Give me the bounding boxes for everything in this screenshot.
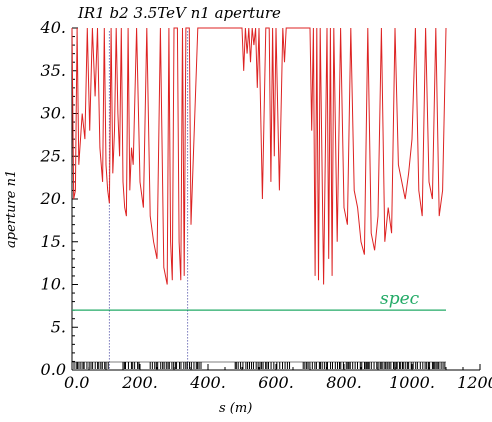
x-tick-label: 0.0 — [64, 373, 89, 392]
y-tick-label: 30. — [41, 104, 66, 123]
y-tick-label: 35. — [41, 61, 66, 80]
chart-title: IR1 b2 3.5TeV n1 aperture — [77, 4, 281, 22]
element-ticks — [71, 361, 446, 369]
spec-label: spec — [380, 289, 420, 309]
x-tick-label: 800. — [326, 373, 362, 392]
y-tick-label: 15. — [41, 232, 66, 251]
x-tick-label: 1200. — [457, 373, 492, 392]
y-tick-label: 10. — [41, 275, 66, 294]
x-tick-label: 600. — [258, 373, 294, 392]
annotations: spec — [380, 289, 420, 309]
y-tick-label: 25. — [40, 146, 66, 165]
x-tick-label: 200. — [121, 373, 158, 392]
y-tick-label: 5. — [51, 317, 66, 336]
y-tick-label: 40. — [40, 18, 66, 37]
x-ticks: 0.0 200. 400. 600. 800. 1000. 1200. — [64, 364, 492, 392]
marker-lines — [108, 31, 189, 370]
y-ticks: 0.0 5. 10. 15. 20. 25. 30. 35. 40. — [40, 18, 78, 379]
y-tick-label: 20. — [40, 189, 66, 208]
x-tick-label: 400. — [189, 373, 226, 392]
plot-frame — [71, 28, 480, 371]
aperture-line — [71, 27, 447, 285]
x-axis-label: s (m) — [219, 401, 252, 416]
y-axis-label: aperture n1 — [4, 170, 19, 248]
series-group — [71, 27, 447, 311]
y-tick-label: 0.0 — [41, 360, 66, 379]
x-tick-label: 1000. — [389, 373, 435, 392]
